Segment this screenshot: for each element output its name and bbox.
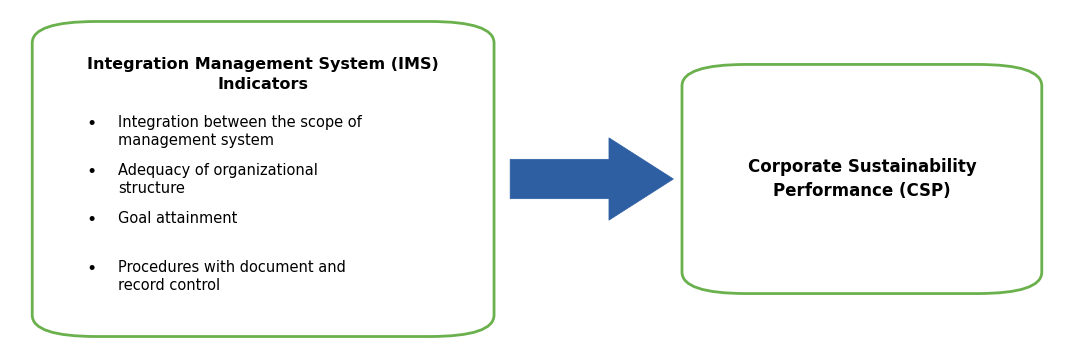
FancyBboxPatch shape bbox=[682, 64, 1042, 294]
Text: Procedures with document and
record control: Procedures with document and record cont… bbox=[118, 260, 346, 293]
FancyBboxPatch shape bbox=[32, 21, 494, 337]
Text: Adequacy of organizational
structure: Adequacy of organizational structure bbox=[118, 163, 318, 197]
Text: Integration between the scope of
management system: Integration between the scope of managem… bbox=[118, 115, 362, 148]
Polygon shape bbox=[510, 138, 673, 220]
Text: •: • bbox=[86, 260, 97, 277]
Text: Goal attainment: Goal attainment bbox=[118, 211, 237, 226]
Text: Integration Management System (IMS)
Indicators: Integration Management System (IMS) Indi… bbox=[87, 57, 439, 92]
Text: Corporate Sustainability
Performance (CSP): Corporate Sustainability Performance (CS… bbox=[748, 158, 976, 200]
Text: •: • bbox=[86, 115, 97, 132]
Text: •: • bbox=[86, 163, 97, 181]
Text: •: • bbox=[86, 211, 97, 229]
